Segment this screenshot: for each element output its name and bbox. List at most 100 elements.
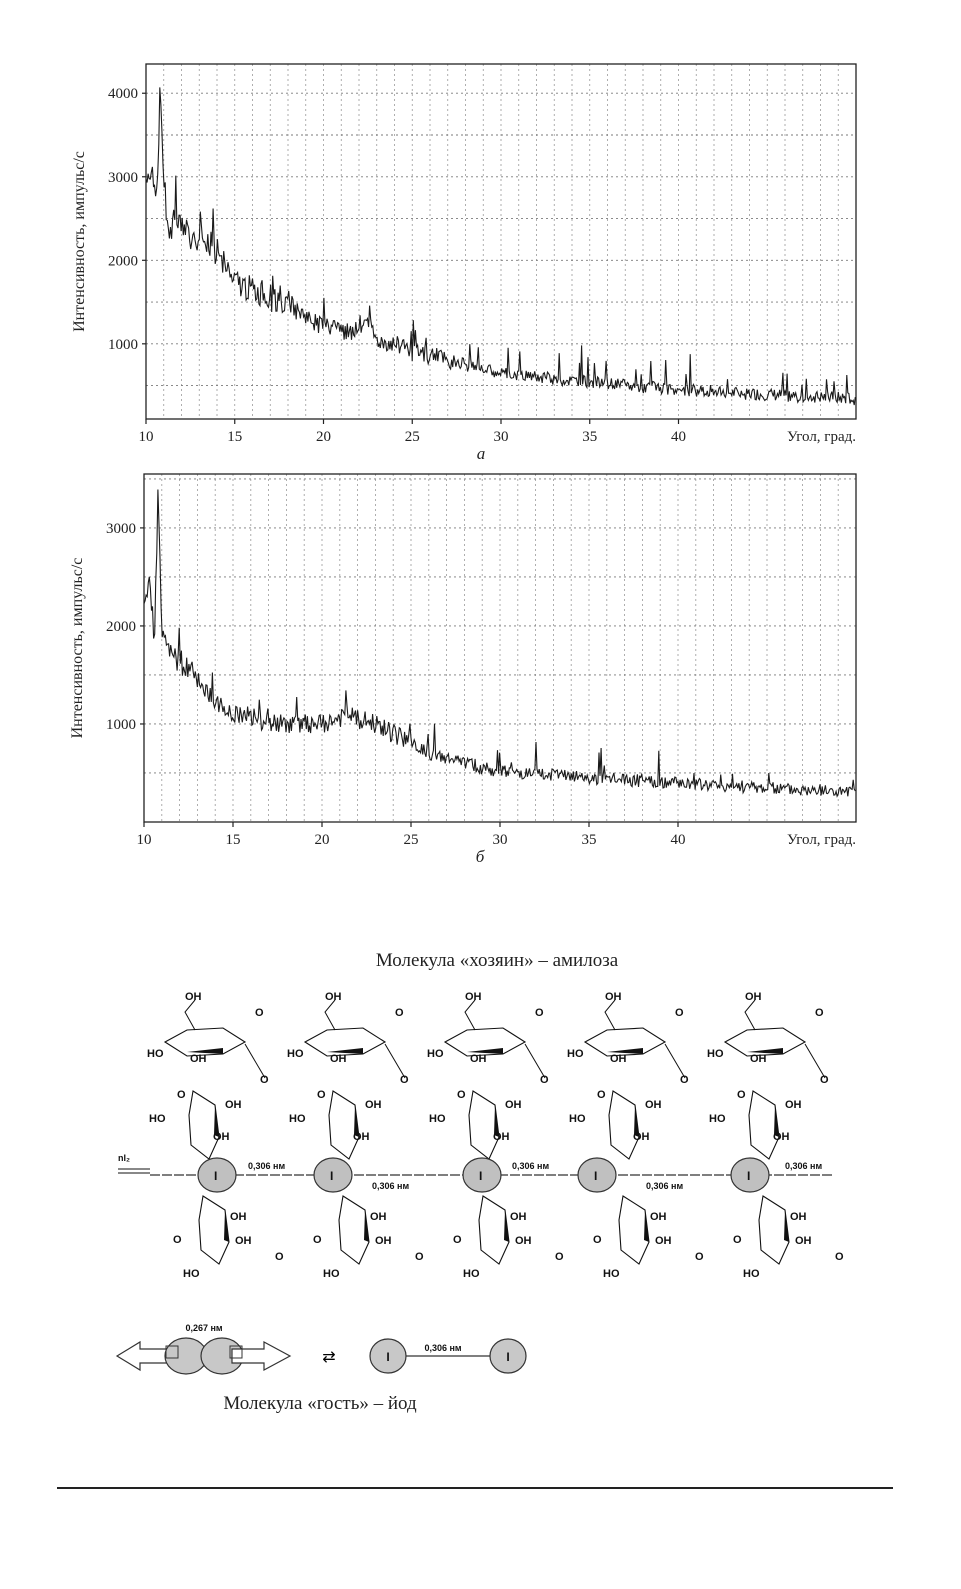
y-tick-label: 2000 bbox=[106, 619, 136, 635]
bond-box-right bbox=[229, 1345, 243, 1359]
bond-length-label: 0,267 нм bbox=[185, 1323, 222, 1333]
oxygen-label: O bbox=[275, 1251, 284, 1263]
top-glucose-ring-bold-edge bbox=[467, 1048, 503, 1054]
lower-glucose-ring-bold-edge bbox=[644, 1210, 649, 1242]
hydroxyl-label: HO bbox=[427, 1048, 444, 1060]
hydroxyl-label: OH bbox=[795, 1235, 812, 1247]
iodine-atom-1-label: I bbox=[386, 1350, 389, 1364]
x-tick-label: 25 bbox=[405, 429, 420, 445]
oxygen-label: O bbox=[457, 1089, 466, 1101]
top-glucose-ring bbox=[303, 1027, 387, 1057]
iodine-atom bbox=[313, 1157, 353, 1193]
x-tick-label: 25 bbox=[404, 832, 419, 848]
series-line bbox=[143, 489, 856, 798]
x-tick-label: 15 bbox=[226, 832, 241, 848]
x-tick-label: 10 bbox=[137, 832, 152, 848]
hydroxyl-label: OH bbox=[375, 1235, 392, 1247]
oxygen-label: O bbox=[675, 1007, 684, 1019]
hydroxyl-label: OH bbox=[790, 1211, 807, 1223]
hydroxyl-label: OH bbox=[190, 1053, 207, 1065]
hydroxyl-label: OH bbox=[470, 1053, 487, 1065]
guest-caption: Молекула «гость» – йод bbox=[223, 1393, 417, 1414]
oxygen-label: O bbox=[313, 1234, 322, 1246]
y-tick-label: 3000 bbox=[108, 170, 138, 186]
hydroxyl-label: OH bbox=[330, 1053, 347, 1065]
x-tick-label: 35 bbox=[582, 429, 597, 445]
y-tick-label: 1000 bbox=[106, 717, 136, 733]
x-tick-label: 30 bbox=[493, 832, 508, 848]
left-arrow-shape bbox=[115, 1340, 173, 1372]
y-tick-label: 4000 bbox=[108, 86, 138, 102]
hydroxyl-label: OH bbox=[325, 991, 342, 1003]
hydroxyl-label: HO bbox=[183, 1268, 200, 1280]
hydroxyl-label: OH bbox=[510, 1211, 527, 1223]
top-glucose-ring-bold-edge bbox=[607, 1048, 643, 1054]
hydroxyl-label: HO bbox=[323, 1268, 340, 1280]
hydroxyl-label: HO bbox=[429, 1113, 446, 1125]
iodine-atom-2-label: I bbox=[506, 1350, 509, 1364]
iodine-atom-label: I bbox=[747, 1169, 750, 1183]
y-tick-label: 1000 bbox=[108, 337, 138, 353]
iodine-atom bbox=[730, 1157, 770, 1193]
oxygen-label: O bbox=[815, 1007, 824, 1019]
hydroxyl-label: OH bbox=[515, 1235, 532, 1247]
iodine-atom-label: I bbox=[330, 1169, 333, 1183]
xrd-chart-b: 1000 2000 3000 10 15 20 25 30 35 40 Угол, град. Инт… bbox=[69, 473, 857, 866]
oxygen-label: O bbox=[255, 1007, 264, 1019]
entry-label: nI₂ bbox=[118, 1153, 130, 1163]
spacing-label: 0,306 нм bbox=[785, 1161, 822, 1171]
spacing-label: 0,306 нм bbox=[512, 1161, 549, 1171]
hydroxyl-label: HO bbox=[149, 1113, 166, 1125]
x-tick-label: 10 bbox=[139, 429, 154, 445]
side-glucose-ring-bold-edge bbox=[354, 1105, 359, 1137]
iodine-atom-label: I bbox=[479, 1169, 482, 1183]
hydroxyl-label: OH bbox=[370, 1211, 387, 1223]
ch2oh-bond bbox=[604, 999, 616, 1031]
hydroxyl-label: OH bbox=[610, 1053, 627, 1065]
panel-label: б bbox=[476, 847, 485, 866]
xrd-chart-a: 1000 2000 3000 4000 10 15 20 25 30 35 40 Угол, град… bbox=[71, 63, 857, 463]
hydroxyl-label: HO bbox=[147, 1048, 164, 1060]
ch2oh-bond bbox=[324, 999, 336, 1031]
oxygen-label: O bbox=[535, 1007, 544, 1019]
oxygen-label: O bbox=[820, 1074, 829, 1086]
bond-box-left bbox=[165, 1345, 179, 1359]
top-glucose-ring bbox=[443, 1027, 527, 1057]
iodine-atom-label: I bbox=[214, 1169, 217, 1183]
top-glucose-ring bbox=[163, 1027, 247, 1057]
hydroxyl-label: OH bbox=[465, 991, 482, 1003]
top-glucose-ring-bold-edge bbox=[187, 1048, 223, 1054]
hydroxyl-label: OH bbox=[773, 1131, 790, 1143]
spacing-label: 0,306 нм bbox=[372, 1181, 409, 1191]
iodine-atom bbox=[197, 1157, 237, 1193]
oxygen-label: O bbox=[540, 1074, 549, 1086]
oxygen-label: O bbox=[415, 1251, 424, 1263]
host-caption: Молекула «хозяин» – амилоза bbox=[376, 950, 619, 971]
oxygen-label: O bbox=[680, 1074, 689, 1086]
panel-label: а bbox=[477, 444, 486, 463]
x-axis-label: Угол, град. bbox=[787, 832, 856, 848]
hydroxyl-label: HO bbox=[463, 1268, 480, 1280]
lower-glucose-ring-bold-edge bbox=[504, 1210, 509, 1242]
side-glucose-ring-bold-edge bbox=[634, 1105, 639, 1137]
hydroxyl-label: OH bbox=[745, 991, 762, 1003]
iodine-guest-diagram: 0,267 нм ⇄ I I 0,306 нм bbox=[115, 1323, 527, 1375]
hydroxyl-label: OH bbox=[785, 1099, 802, 1111]
hydroxyl-label: OH bbox=[505, 1099, 522, 1111]
iodine-atom-2 bbox=[489, 1338, 527, 1374]
hydroxyl-label: HO bbox=[569, 1113, 586, 1125]
x-axis-label: Угол, град. bbox=[787, 429, 856, 445]
oxygen-label: O bbox=[453, 1234, 462, 1246]
ch2oh-bond bbox=[184, 999, 196, 1031]
hydroxyl-label: HO bbox=[709, 1113, 726, 1125]
hydroxyl-label: OH bbox=[655, 1235, 672, 1247]
hydroxyl-label: OH bbox=[213, 1131, 230, 1143]
hydroxyl-label: OH bbox=[365, 1099, 382, 1111]
oxygen-label: O bbox=[835, 1251, 844, 1263]
oxygen-label: O bbox=[695, 1251, 704, 1263]
iodine-atom-1 bbox=[369, 1338, 407, 1374]
hydroxyl-label: OH bbox=[633, 1131, 650, 1143]
oxygen-label: O bbox=[555, 1251, 564, 1263]
